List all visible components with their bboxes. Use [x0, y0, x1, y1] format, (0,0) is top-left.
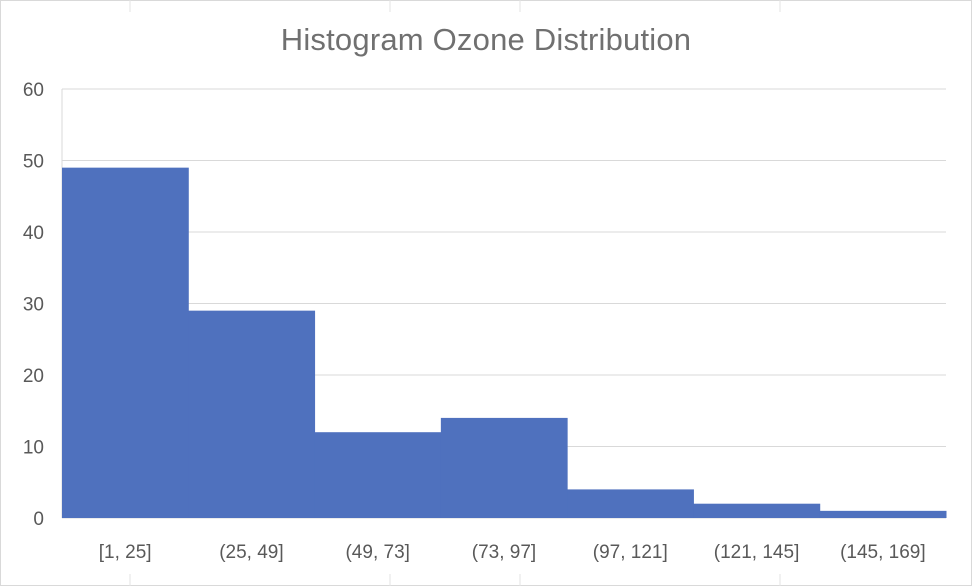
x-tick-label: [1, 25] — [99, 542, 152, 563]
x-tick-label: (73, 97] — [472, 542, 536, 563]
histogram-bar — [62, 167, 189, 518]
x-tick-label: (49, 73] — [345, 542, 409, 563]
y-tick-label: 60 — [23, 80, 44, 101]
x-tick-label: (97, 121] — [593, 542, 668, 563]
y-tick-label: 40 — [23, 223, 44, 244]
x-tick-label: (25, 49] — [219, 542, 283, 563]
y-tick-label: 50 — [23, 152, 44, 173]
histogram-bar — [314, 432, 442, 518]
histogram-bar — [440, 417, 568, 518]
x-tick-label: (121, 145] — [714, 542, 800, 563]
histogram-bar — [188, 310, 316, 518]
y-axis-ticks: 0 10 20 30 40 50 60 — [23, 80, 44, 530]
y-tick-label: 20 — [23, 366, 44, 387]
histogram-bar — [693, 503, 821, 518]
y-tick-label: 0 — [33, 509, 44, 530]
y-tick-label: 30 — [23, 295, 44, 316]
bars — [62, 167, 947, 518]
x-tick-label: (145, 169] — [840, 542, 926, 563]
y-tick-label: 10 — [23, 438, 44, 459]
chart-title: Histogram Ozone Distribution — [280, 22, 692, 57]
x-axis-ticks: [1, 25] (25, 49] (49, 73] (73, 97] (97, 121]… — [99, 542, 926, 563]
histogram-bar — [567, 489, 694, 518]
histogram-bar — [819, 510, 947, 518]
